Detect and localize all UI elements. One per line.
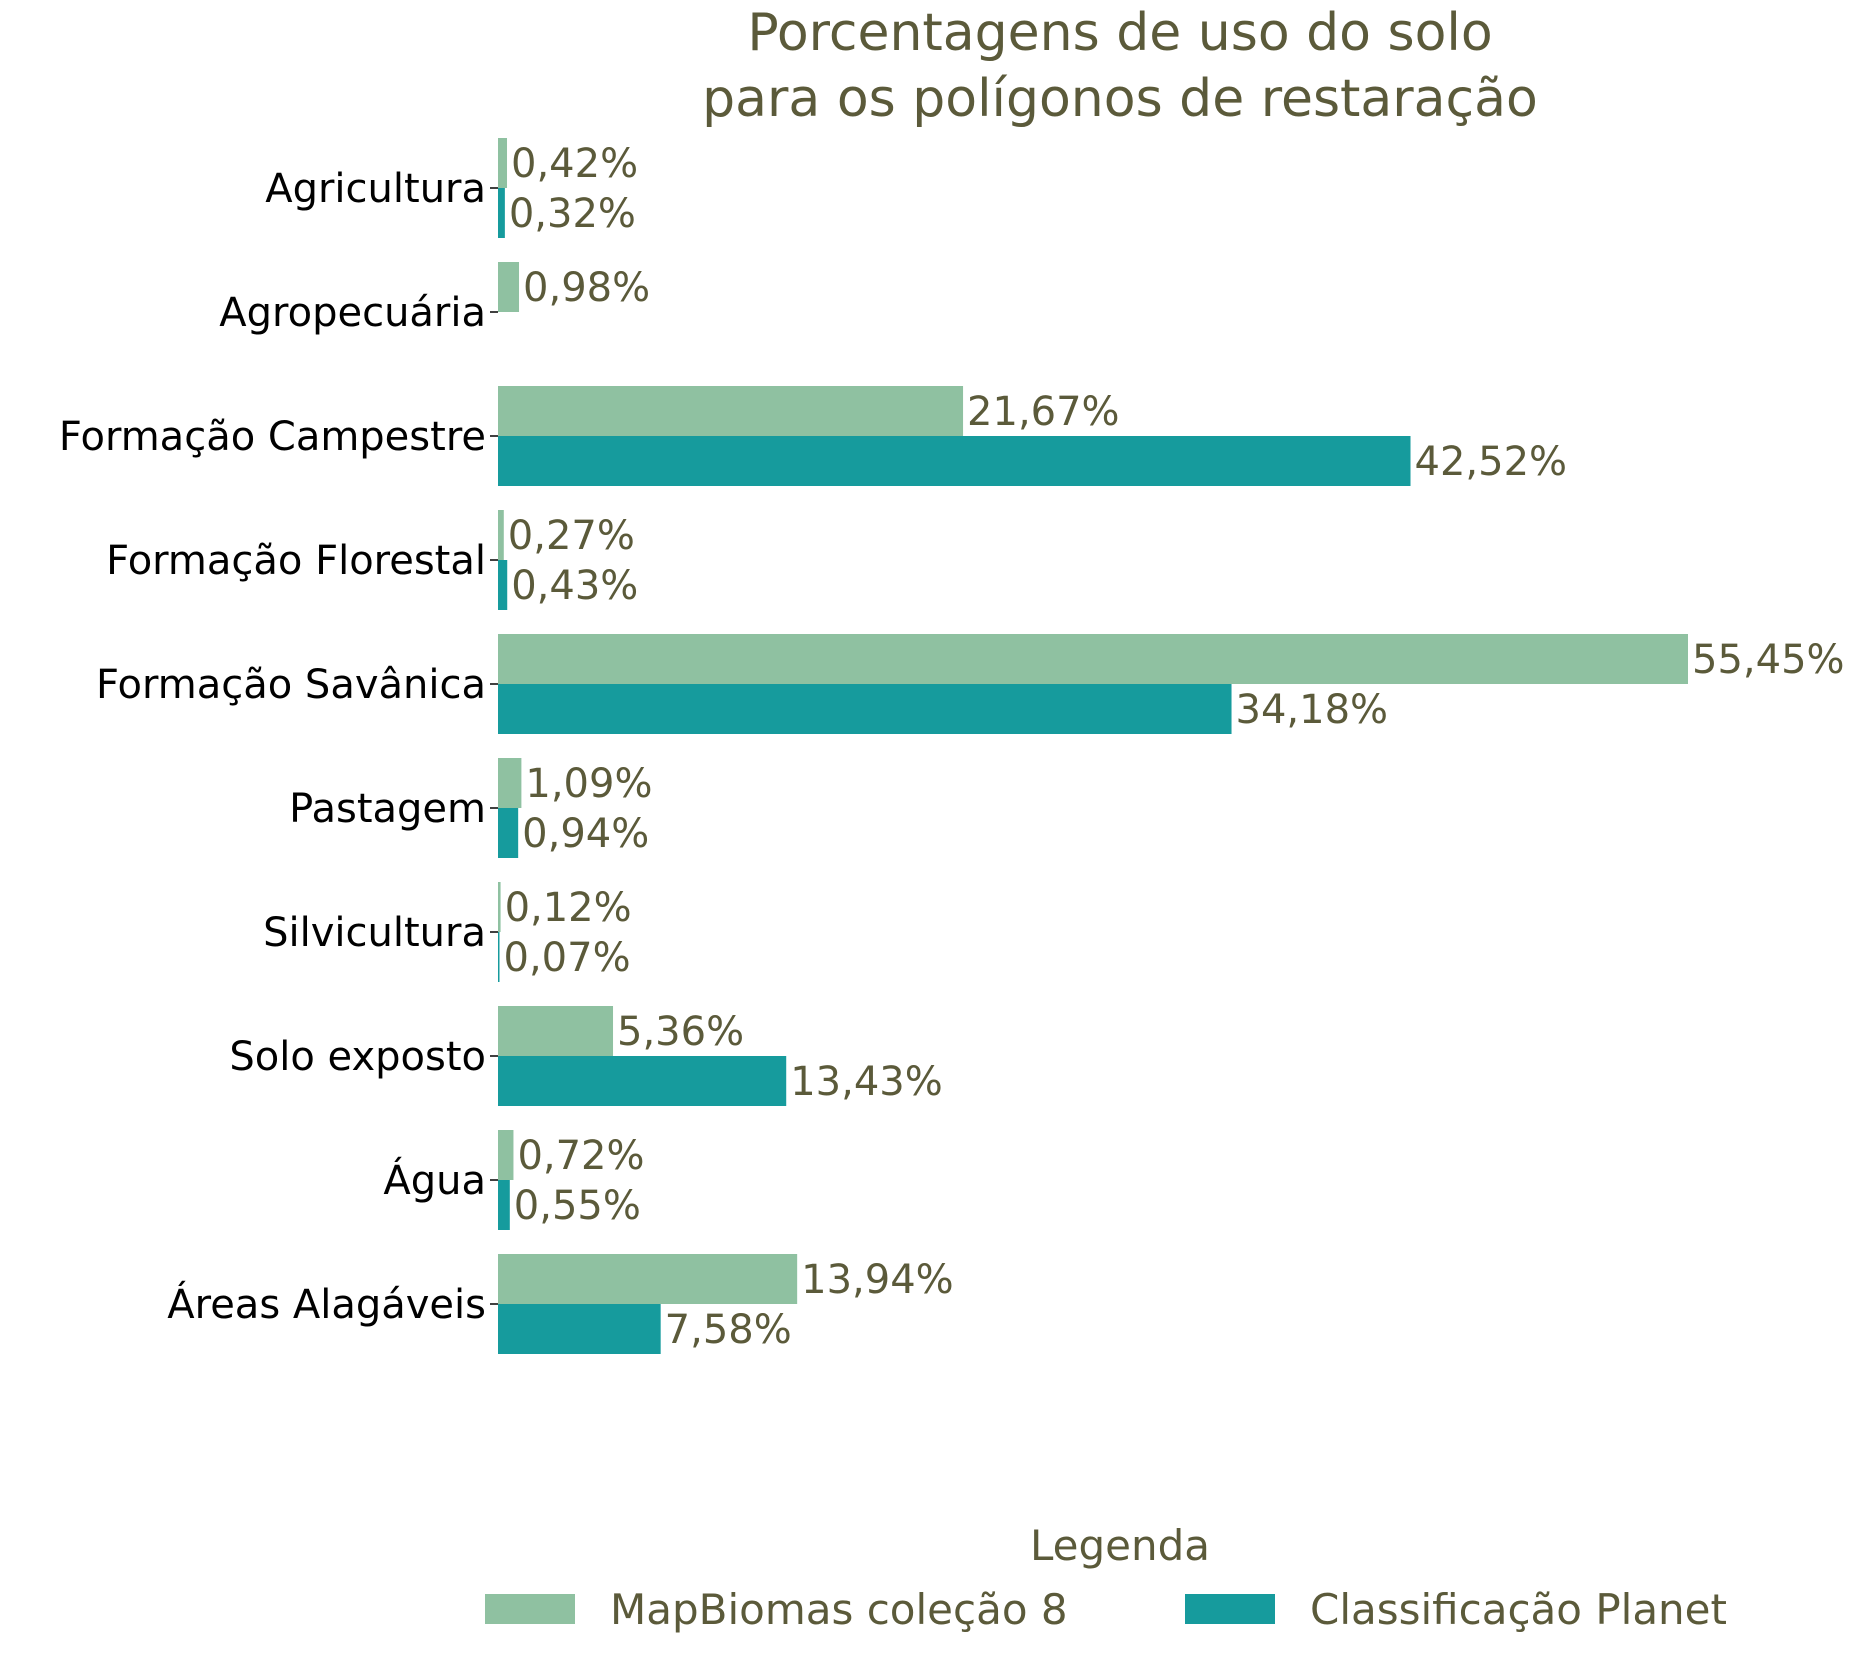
category-label: Agricultura: [265, 166, 486, 212]
category-label: Pastagem: [289, 786, 486, 832]
bar-planet: [498, 1180, 510, 1230]
bar-mapbiomas: [498, 386, 964, 436]
legend-swatch: [1185, 1594, 1275, 1624]
bar-mapbiomas: [498, 758, 522, 808]
chart-title-line-1: Porcentagens de uso do solo: [747, 3, 1492, 63]
bar-planet: [498, 1056, 787, 1106]
bar-mapbiomas: [498, 634, 1688, 684]
data-label: 0,94%: [522, 811, 649, 857]
data-label: 0,55%: [514, 1183, 641, 1229]
category-label: Solo exposto: [229, 1034, 486, 1080]
legend-entry: Classificação Planet: [1310, 1585, 1727, 1634]
plot-area: Agricultura 0,42%0,32% Agropecuária 0,98% Fo…: [59, 138, 1845, 1354]
data-label: 0,12%: [505, 885, 632, 931]
bar-mapbiomas: [498, 510, 504, 560]
bar-planet: [498, 932, 500, 982]
data-label: 21,67%: [967, 389, 1120, 435]
bar-mapbiomas: [498, 882, 501, 932]
category-label: Formação Savânica: [96, 662, 486, 708]
data-label: 7,58%: [665, 1307, 792, 1353]
data-label: 55,45%: [1692, 637, 1845, 683]
data-label: 0,27%: [508, 513, 635, 559]
data-label: 13,94%: [801, 1257, 954, 1303]
data-label: 34,18%: [1236, 687, 1389, 733]
bar-mapbiomas: [498, 262, 520, 312]
data-label: 0,42%: [511, 141, 638, 187]
data-label: 1,09%: [525, 761, 652, 807]
bar-planet: [498, 1304, 661, 1354]
bar-planet: [498, 808, 519, 858]
data-label: 13,43%: [790, 1059, 943, 1105]
category-label: Agropecuária: [219, 290, 486, 336]
category-label: Formação Florestal: [106, 538, 486, 584]
legend-swatch: [485, 1594, 575, 1624]
bar-planet: [498, 560, 508, 610]
data-label: 0,43%: [511, 563, 638, 609]
bar-mapbiomas: [498, 1254, 798, 1304]
category-label: Água: [383, 1156, 486, 1204]
category-label: Silvicultura: [263, 910, 486, 956]
legend-entry: MapBiomas coleção 8: [610, 1585, 1068, 1634]
data-label: 42,52%: [1415, 439, 1568, 485]
bar-planet: [498, 684, 1232, 734]
legend: Legenda MapBiomas coleção 8 Classificação…: [485, 1521, 1727, 1634]
chart-title-line-2: para os polígonos de restaração: [702, 69, 1538, 129]
category-label: Áreas Alagáveis: [167, 1280, 486, 1328]
bar-planet: [498, 188, 505, 238]
data-label: 5,36%: [617, 1009, 744, 1055]
bar-mapbiomas: [498, 1130, 514, 1180]
legend-title: Legenda: [1030, 1521, 1210, 1570]
bar-planet: [498, 436, 1411, 486]
data-label: 0,32%: [509, 191, 636, 237]
bar-mapbiomas: [498, 138, 508, 188]
bar-mapbiomas: [498, 1006, 614, 1056]
data-label: 0,98%: [523, 265, 650, 311]
data-label: 0,07%: [504, 935, 631, 981]
category-label: Formação Campestre: [59, 414, 486, 460]
data-label: 0,72%: [517, 1133, 644, 1179]
